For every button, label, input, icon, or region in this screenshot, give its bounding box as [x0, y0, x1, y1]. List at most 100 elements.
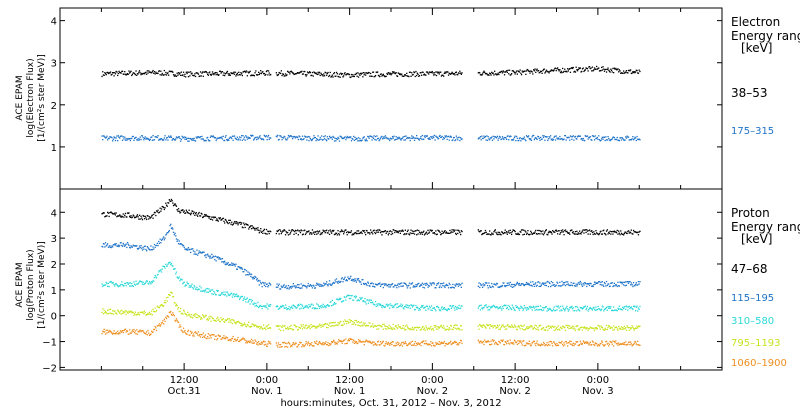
data-point — [367, 341, 369, 343]
data-point — [637, 281, 640, 283]
data-point — [397, 343, 399, 345]
data-point — [539, 282, 541, 284]
data-point — [397, 137, 399, 140]
data-point — [400, 230, 402, 232]
data-point — [601, 281, 603, 283]
data-point — [522, 325, 524, 327]
data-point — [317, 232, 319, 234]
data-point — [515, 305, 517, 307]
data-point — [361, 324, 363, 326]
data-point — [116, 71, 118, 73]
data-point — [330, 76, 332, 78]
data-point — [560, 309, 562, 311]
data-point — [424, 233, 426, 235]
data-point — [242, 271, 244, 273]
data-point — [415, 137, 417, 139]
data-point — [127, 283, 129, 285]
data-point — [428, 284, 430, 287]
data-point — [556, 309, 558, 311]
data-point — [627, 136, 629, 138]
data-point — [292, 329, 294, 331]
data-point — [347, 231, 349, 233]
data-point — [479, 72, 481, 74]
data-point — [221, 319, 223, 321]
data-point — [244, 339, 246, 341]
data-point — [343, 231, 345, 233]
data-point — [304, 285, 307, 287]
data-point — [571, 308, 574, 310]
data-point — [573, 326, 575, 328]
data-point — [443, 306, 445, 309]
data-point — [114, 244, 117, 246]
data-point — [414, 137, 416, 139]
data-point — [500, 285, 502, 287]
data-point — [488, 138, 490, 140]
data-point — [591, 308, 593, 310]
data-point — [348, 297, 350, 300]
data-point — [178, 240, 180, 242]
data-point — [455, 341, 457, 344]
data-point — [606, 284, 608, 287]
data-point — [253, 342, 255, 344]
data-point — [394, 138, 397, 141]
data-point — [162, 305, 164, 308]
data-point — [404, 341, 406, 343]
data-point — [302, 307, 304, 310]
data-point — [555, 305, 557, 307]
data-point — [542, 327, 544, 329]
data-point — [296, 230, 298, 232]
data-point — [321, 74, 324, 76]
data-point — [264, 135, 266, 137]
data-point — [378, 303, 380, 305]
data-point — [289, 286, 292, 288]
data-point — [560, 229, 562, 232]
data-point — [352, 74, 354, 76]
data-point — [148, 216, 151, 218]
data-point — [310, 139, 312, 141]
data-point — [540, 230, 542, 232]
data-point — [277, 74, 279, 77]
data-point — [538, 285, 540, 288]
data-point — [197, 213, 200, 215]
data-point — [606, 328, 608, 331]
data-point — [443, 342, 445, 344]
data-point — [576, 230, 578, 232]
data-point — [391, 73, 393, 75]
data-point — [122, 331, 124, 334]
data-point — [187, 140, 189, 142]
data-point — [103, 243, 105, 245]
data-point — [209, 257, 211, 259]
data-point — [362, 322, 365, 324]
data-point — [245, 340, 248, 342]
data-point — [289, 73, 291, 75]
data-point — [345, 73, 348, 76]
data-point — [177, 136, 180, 138]
data-point — [361, 297, 363, 299]
data-point — [289, 232, 292, 234]
data-point — [324, 71, 326, 73]
data-point — [418, 231, 421, 233]
data-point — [202, 314, 204, 316]
data-point — [391, 327, 393, 329]
data-point — [500, 138, 502, 141]
data-point — [127, 212, 129, 214]
data-point — [338, 299, 340, 301]
data-point — [331, 232, 333, 234]
data-point — [362, 279, 364, 281]
data-point — [351, 234, 353, 236]
data-point — [351, 338, 353, 341]
data-point — [316, 230, 319, 232]
data-point — [148, 283, 150, 285]
data-point — [537, 70, 539, 72]
data-point — [491, 339, 494, 341]
data-point — [396, 327, 399, 330]
data-point — [610, 326, 612, 328]
data-point — [104, 246, 106, 248]
data-point — [520, 324, 522, 326]
data-point — [132, 72, 134, 74]
data-point — [362, 325, 364, 327]
data-point — [430, 345, 433, 347]
data-point — [574, 328, 576, 330]
data-point — [541, 138, 543, 140]
data-point — [136, 247, 139, 250]
